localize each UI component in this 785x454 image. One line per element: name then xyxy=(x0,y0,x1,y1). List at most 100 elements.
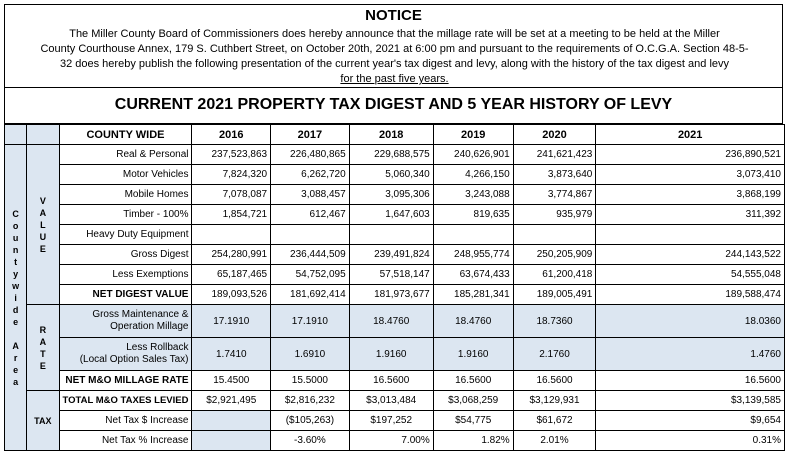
cell: 7.00% xyxy=(348,430,434,451)
cell: 2.01% xyxy=(512,430,597,451)
table-row: Less Exemptions 65,187,465 54,752,095 57… xyxy=(5,264,785,285)
cell: 189,588,474 xyxy=(595,284,785,305)
cell: 240,626,901 xyxy=(432,144,514,165)
header-row: COUNTY WIDE 2016 2017 2018 2019 2020 202… xyxy=(3,124,785,145)
cell: 1.6910 xyxy=(270,337,350,371)
cell: 18.7360 xyxy=(512,304,597,338)
notice-line: 32 does hereby publish the following pre… xyxy=(59,58,730,70)
row-label: Less Exemptions xyxy=(58,264,193,285)
row-label: NET M&O MILLAGE RATE xyxy=(58,370,193,391)
cell xyxy=(191,410,272,431)
cell: 5,060,340 xyxy=(348,164,434,185)
cell: 54,555,048 xyxy=(595,264,785,285)
tax-side-label: TAX xyxy=(26,390,60,451)
cell: 935,979 xyxy=(512,204,597,225)
cell: 229,688,575 xyxy=(348,144,434,165)
year-header: 2017 xyxy=(270,124,350,145)
cell: $3,129,931 xyxy=(512,390,597,411)
corner-cell xyxy=(26,124,60,145)
cell: 6,262,720 xyxy=(270,164,350,185)
row-label: Timber - 100% xyxy=(58,204,193,225)
table-row: Net Tax $ Increase ($105,263) $197,252 $… xyxy=(5,410,785,431)
cell: 16.5600 xyxy=(432,370,514,391)
cell: 236,444,509 xyxy=(270,244,350,265)
cell: 3,073,410 xyxy=(595,164,785,185)
cell: 15.4500 xyxy=(191,370,272,391)
table-row: Gross Digest 254,280,991 236,444,509 239… xyxy=(5,244,785,265)
cell: 54,752,095 xyxy=(270,264,350,285)
cell: 1.82% xyxy=(432,430,514,451)
notice-text: The Miller County Board of Commissioners… xyxy=(9,27,780,87)
table-row: Less Rollback (Local Option Sales Tax) 1.… xyxy=(4,337,785,371)
year-header: 2016 xyxy=(191,124,272,145)
row-label: Real & Personal xyxy=(58,144,193,165)
year-header: 2020 xyxy=(512,124,597,145)
cell xyxy=(595,224,785,245)
table-row: Heavy Duty Equipment xyxy=(5,224,785,245)
cell: $3,013,484 xyxy=(348,390,434,411)
cell xyxy=(512,224,597,245)
cell: 18.4760 xyxy=(348,304,434,338)
cell: ($105,263) xyxy=(270,410,350,431)
row-label: Heavy Duty Equipment xyxy=(58,224,193,245)
year-header: 2019 xyxy=(432,124,514,145)
cell: $61,672 xyxy=(512,410,597,431)
cell xyxy=(191,224,272,245)
cell: 1.7410 xyxy=(191,337,272,371)
cell xyxy=(191,430,272,451)
cell xyxy=(432,224,514,245)
cell: 236,890,521 xyxy=(595,144,785,165)
cell: 3,243,088 xyxy=(432,184,514,205)
cell: 18.0360 xyxy=(595,304,785,338)
cell: $197,252 xyxy=(348,410,434,431)
cell: 1.9160 xyxy=(348,337,434,371)
cell: 181,692,414 xyxy=(270,284,350,305)
cell: 2.1760 xyxy=(512,337,597,371)
cell: 17.1910 xyxy=(270,304,350,338)
cell: 3,095,306 xyxy=(348,184,434,205)
cell: 3,868,199 xyxy=(595,184,785,205)
cell: 185,281,341 xyxy=(432,284,514,305)
cell: 16.5600 xyxy=(348,370,434,391)
cell: 189,005,491 xyxy=(512,284,597,305)
cell: 7,824,320 xyxy=(191,164,272,185)
county-wide-header: COUNTY WIDE xyxy=(58,124,193,145)
cell: 1.4760 xyxy=(595,337,785,371)
cell: $2,816,232 xyxy=(270,390,350,411)
cell: 17.1910 xyxy=(191,304,272,338)
cell: $3,068,259 xyxy=(432,390,514,411)
page-title: CURRENT 2021 PROPERTY TAX DIGEST AND 5 Y… xyxy=(114,96,673,113)
row-label: NET DIGEST VALUE xyxy=(58,284,193,305)
cell: 4,266,150 xyxy=(432,164,514,185)
cell: $3,139,585 xyxy=(595,390,785,411)
notice-box: NOTICE The Miller County Board of Commis… xyxy=(4,4,783,88)
table-row: Net Tax % Increase -3.60% 7.00% 1.82% 2.… xyxy=(5,430,785,451)
cell: 239,491,824 xyxy=(348,244,434,265)
year-header: 2021 xyxy=(595,124,785,145)
cell: 612,467 xyxy=(270,204,350,225)
row-label: Net Tax $ Increase xyxy=(58,410,193,431)
row-label: Gross Digest xyxy=(58,244,193,265)
row-label: Net Tax % Increase xyxy=(58,430,193,451)
cell xyxy=(270,224,350,245)
row-label: Less Rollback (Local Option Sales Tax) xyxy=(58,337,193,371)
cell: 16.5600 xyxy=(595,370,785,391)
cell: -3.60% xyxy=(270,430,350,451)
year-header: 2018 xyxy=(348,124,434,145)
corner-cell xyxy=(3,124,28,145)
table-row: Mobile Homes 7,078,087 3,088,457 3,095,3… xyxy=(5,184,785,205)
cell: 254,280,991 xyxy=(191,244,272,265)
row-label: Motor Vehicles xyxy=(58,164,193,185)
cell: 250,205,909 xyxy=(512,244,597,265)
cell: 181,973,677 xyxy=(348,284,434,305)
table-row: TAX TOTAL M&O TAXES LEVIED $2,921,495 $2… xyxy=(5,390,785,451)
cell: $54,775 xyxy=(432,410,514,431)
table-row: NET M&O MILLAGE RATE 15.4500 15.5000 16.… xyxy=(5,370,785,391)
cell: 226,480,865 xyxy=(270,144,350,165)
cell: 63,674,433 xyxy=(432,264,514,285)
